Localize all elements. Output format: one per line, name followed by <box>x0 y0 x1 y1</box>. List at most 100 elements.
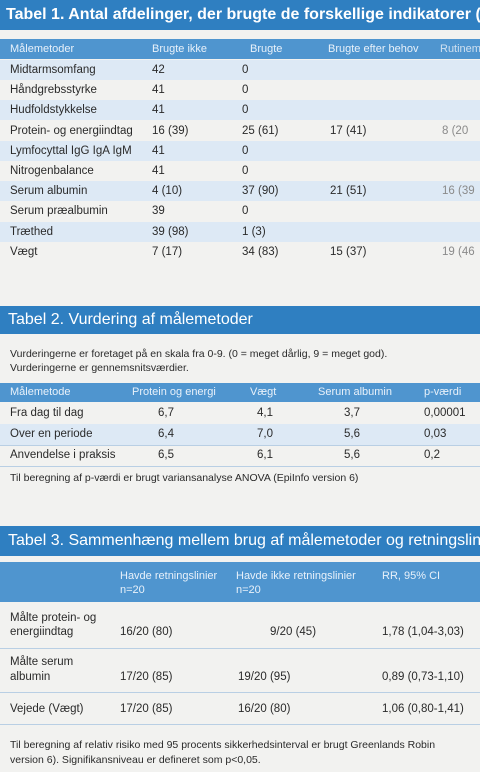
table1-cell: 16 (39 <box>442 181 475 201</box>
table1-cell: 0 <box>242 161 248 181</box>
table1-cell: Vægt <box>10 242 38 262</box>
table1-row: Serum præalbumin 39 0 <box>0 201 480 221</box>
table2-header-cell: Vægt <box>250 383 276 402</box>
table2-row: Anvendelse i praksis 6,5 6,1 5,6 0,2 <box>0 445 480 467</box>
table2-cell: 0,03 <box>424 424 446 445</box>
table1-cell: 0 <box>242 201 248 221</box>
table2-cell: Anvendelse i praksis <box>10 445 115 466</box>
table2-row: Over en periode 6,4 7,0 5,6 0,03 <box>0 424 480 446</box>
table1-cell: 0 <box>242 80 248 100</box>
table1-cell: 15 (37) <box>330 242 366 262</box>
table1-cell: Træthed <box>10 222 53 242</box>
table1-cell: Serum præalbumin <box>10 201 108 221</box>
table1-header-cell: Målemetoder <box>10 39 74 59</box>
table3-cell: 9/20 (45) <box>270 626 316 638</box>
table3-cell: Målte protein- og <box>10 612 96 624</box>
table2-intro-line-2: Vurderingerne er gennemsnitsværdier. <box>10 361 189 375</box>
table3-cell: Målte serum <box>10 656 73 668</box>
table3-header-cell: n=20 <box>236 584 261 596</box>
table3-header-cell: Havde ikke retningslinier <box>236 570 356 582</box>
table1-cell: 42 <box>152 60 165 80</box>
table1-cell: 39 (98) <box>152 222 188 242</box>
table2-cell: 6,5 <box>158 445 174 466</box>
table2-cell: 0,2 <box>424 445 440 466</box>
table1-cell: 4 (10) <box>152 181 182 201</box>
table3-header-cell: Havde retningslinier <box>120 570 217 582</box>
table2-note: Til beregning af p-værdi er brugt varian… <box>10 471 358 485</box>
table2-cell: 6,7 <box>158 403 174 424</box>
table3-cell: 16/20 (80) <box>238 703 290 715</box>
table1-row: Serum albumin 4 (10) 37 (90) 21 (51) 16 (39 <box>0 181 480 201</box>
table1-cell: 21 (51) <box>330 181 366 201</box>
table2-cell: 5,6 <box>344 445 360 466</box>
table1-cell: 8 (20 <box>442 121 468 141</box>
table1-title: Tabel 1. Antal afdelinger, der brugte de… <box>0 0 480 30</box>
table1-cell: 17 (41) <box>330 121 366 141</box>
table1-row: Hudfoldstykkelse 41 0 <box>0 100 480 120</box>
table1-header-cell: Brugte <box>250 39 282 59</box>
table3-cell: Vejede (Vægt) <box>10 703 84 715</box>
table1-cell: Midtarmsomfang <box>10 60 96 80</box>
table3-cell: 17/20 (85) <box>120 703 172 715</box>
table1-cell: 16 (39) <box>152 121 188 141</box>
table2-cell: 0,00001 <box>424 403 466 424</box>
table2-cell: Over en periode <box>10 424 92 445</box>
table3-header-cell: n=20 <box>120 584 145 596</box>
table1-cell: 1 (3) <box>242 222 266 242</box>
table1-cell: Protein- og energiindtag <box>10 121 133 141</box>
table1-header-cell: Rutinem <box>440 39 480 59</box>
table3-cell: 19/20 (95) <box>238 671 290 683</box>
table1-cell: Lymfocyttal IgG IgA IgM <box>10 141 132 161</box>
table2-header-cell: Protein og energi <box>132 383 216 402</box>
table1-cell: 37 (90) <box>242 181 278 201</box>
table1-cell: 19 (46 <box>442 242 475 262</box>
table3-cell: 1,78 (1,04-3,03) <box>382 626 464 638</box>
table1-header-cell: Brugte ikke <box>152 39 207 59</box>
table1-cell: 41 <box>152 100 165 120</box>
table1-row: Nitrogenbalance 41 0 <box>0 161 480 181</box>
table1-header-row: Målemetoder Brugte ikke Brugte Brugte ef… <box>0 39 480 59</box>
table1-row: Lymfocyttal IgG IgA IgM 41 0 <box>0 141 480 161</box>
table3-cell: albumin <box>10 671 50 683</box>
table3-cell: 16/20 (80) <box>120 626 172 638</box>
table1-row: Træthed 39 (98) 1 (3) <box>0 222 480 242</box>
table1-cell: 34 (83) <box>242 242 278 262</box>
table2-header-cell: Serum albumin <box>318 383 392 402</box>
table2-intro-line-1: Vurderingerne er foretaget på en skala f… <box>10 347 387 361</box>
table3-header-cell: RR, 95% CI <box>382 570 440 582</box>
table3-header-row: Havde retningslinier n=20 Havde ikke ret… <box>0 562 480 602</box>
table2-header-cell: p-værdi <box>424 383 461 402</box>
table3-note-line-1: Til beregning af relativ risiko med 95 p… <box>10 738 435 752</box>
table1-cell: 41 <box>152 80 165 100</box>
table2-cell: 3,7 <box>344 403 360 424</box>
table1-cell: 41 <box>152 161 165 181</box>
table3-row: Vejede (Vægt) 17/20 (85) 16/20 (80) 1,06… <box>0 696 480 725</box>
table1-cell: Serum albumin <box>10 181 87 201</box>
table1-cell: 41 <box>152 141 165 161</box>
table2-header-row: Målemetode Protein og energi Vægt Serum … <box>0 383 480 402</box>
table1-cell: 0 <box>242 60 248 80</box>
table2-cell: 5,6 <box>344 424 360 445</box>
table2-cell: 4,1 <box>257 403 273 424</box>
table3-row: Målte serum albumin 17/20 (85) 19/20 (95… <box>0 650 480 693</box>
table3-note-line-2: version 6). Signifikansniveau er definer… <box>10 753 261 767</box>
table1-row: Håndgrebsstyrke 41 0 <box>0 80 480 100</box>
table2-cell: 6,4 <box>158 424 174 445</box>
table1-cell: Nitrogenbalance <box>10 161 94 181</box>
table1-cell: 7 (17) <box>152 242 182 262</box>
table1-cell: 39 <box>152 201 165 221</box>
table3-cell: 0,89 (0,73-1,10) <box>382 671 464 683</box>
table2-cell: 6,1 <box>257 445 273 466</box>
table2-title: Tabel 2. Vurdering af målemetoder <box>0 306 480 334</box>
table2-row: Fra dag til dag 6,7 4,1 3,7 0,00001 <box>0 403 480 425</box>
table1-cell: Håndgrebsstyrke <box>10 80 97 100</box>
table1-cell: 0 <box>242 100 248 120</box>
table2-cell: Fra dag til dag <box>10 403 84 424</box>
table1-row: Protein- og energiindtag 16 (39) 25 (61) 17… <box>0 121 480 141</box>
table3-cell: energiindtag <box>10 626 73 638</box>
table1-cell: Hudfoldstykkelse <box>10 100 97 120</box>
table1-header-cell: Brugte efter behov <box>328 39 419 59</box>
table3-row: Målte protein- og energiindtag 16/20 (80… <box>0 604 480 649</box>
table2-cell: 7,0 <box>257 424 273 445</box>
table1-row: Vægt 7 (17) 34 (83) 15 (37) 19 (46 <box>0 242 480 262</box>
